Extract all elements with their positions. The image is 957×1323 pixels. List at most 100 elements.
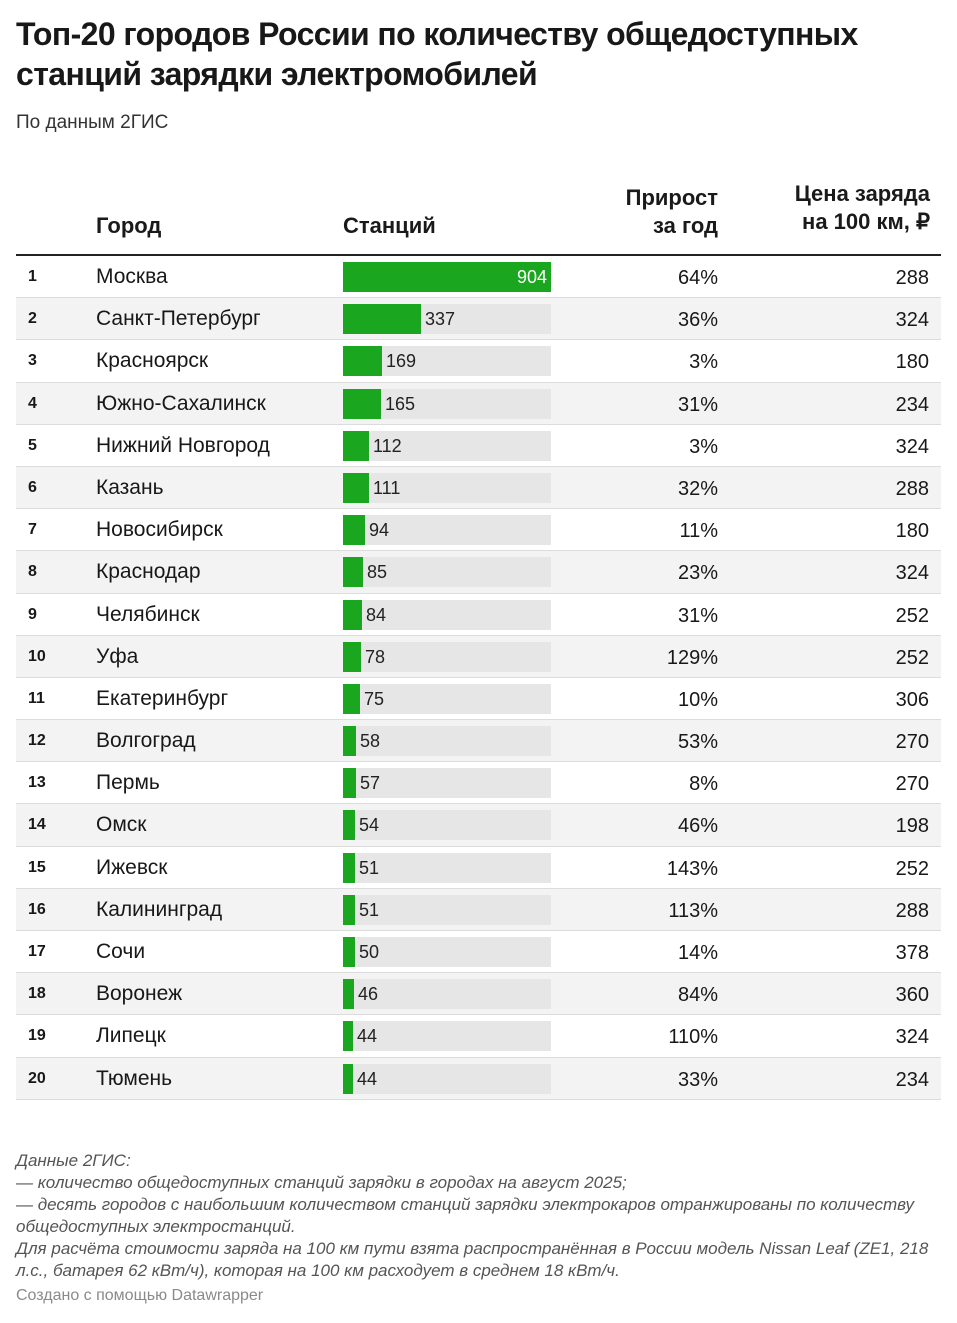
row-city: Екатеринбург xyxy=(96,686,229,710)
row-rank: 20 xyxy=(28,1069,46,1087)
bar-value-label: 58 xyxy=(360,731,381,752)
bar-track: 51 xyxy=(343,894,551,925)
table-row: 20 Тюмень 44 33% 234 xyxy=(16,1057,941,1100)
row-price: 270 xyxy=(895,773,929,796)
bar-track: 50 xyxy=(343,937,551,967)
row-price: 324 xyxy=(895,435,929,458)
row-price: 252 xyxy=(895,857,929,880)
bar-value-label: 904 xyxy=(516,267,547,287)
bar-track: 112 xyxy=(343,430,551,461)
bar-value-label: 165 xyxy=(385,393,416,414)
row-city: Тюмень xyxy=(96,1066,173,1090)
bar-track: 78 xyxy=(343,641,551,672)
footnote-line: — количество общедоступных станций заряд… xyxy=(16,1173,627,1192)
row-price: 252 xyxy=(895,604,929,627)
row-city: Санкт-Петербург xyxy=(96,307,261,331)
row-growth: 32% xyxy=(677,477,718,500)
row-city: Волгоград xyxy=(96,729,196,753)
row-price: 324 xyxy=(895,1026,929,1049)
row-city: Калининград xyxy=(96,897,223,921)
row-rank: 5 xyxy=(28,436,37,454)
row-growth: 14% xyxy=(677,942,718,964)
bar-track: 46 xyxy=(343,979,551,1010)
row-city: Липецк xyxy=(96,1024,166,1048)
bar-value-label: 51 xyxy=(359,857,380,878)
row-growth: 33% xyxy=(677,1068,718,1091)
bar xyxy=(343,262,551,292)
row-price: 180 xyxy=(895,520,929,543)
bar xyxy=(343,304,421,335)
row-rank: 16 xyxy=(28,900,46,918)
bar-track: 44 xyxy=(343,1063,551,1094)
bar xyxy=(343,515,365,546)
footnotes: Данные 2ГИС: — количество общедоступных … xyxy=(16,1150,946,1282)
row-growth: 143% xyxy=(666,857,718,880)
bar-value-label: 85 xyxy=(367,562,388,583)
bar xyxy=(343,1063,353,1094)
bar xyxy=(343,346,382,377)
bar-value-label: 337 xyxy=(425,309,456,330)
bar xyxy=(343,599,362,630)
table-row: 5 Нижний Новгород 112 3% 324 xyxy=(16,425,941,467)
column-header-price-line1: Цена заряда xyxy=(794,181,930,206)
table-row: 1 Москва 904 64% 288 xyxy=(16,256,941,299)
row-price: 234 xyxy=(895,393,929,416)
bar-value-label: 57 xyxy=(360,773,381,794)
bar xyxy=(343,810,355,841)
row-price: 270 xyxy=(895,731,929,754)
column-header-city: Город xyxy=(96,213,162,238)
table-row: 14 Омск 54 46% 198 xyxy=(16,804,941,847)
column-header-stations: Станций xyxy=(343,213,436,238)
bar-track: 165 xyxy=(343,388,551,419)
table-row: 10 Уфа 78 129% 252 xyxy=(16,635,941,678)
row-rank: 3 xyxy=(28,352,37,370)
column-header-price-line2: на 100 км, ₽ xyxy=(802,209,930,234)
bar-value-label: 75 xyxy=(364,688,385,709)
table-row: 8 Краснодар 85 23% 324 xyxy=(16,551,941,594)
bar xyxy=(343,894,355,925)
table-row: 6 Казань 111 32% 288 xyxy=(16,466,941,510)
bar-value-label: 111 xyxy=(373,477,401,498)
row-city: Новосибирск xyxy=(96,518,223,542)
row-rank: 18 xyxy=(28,985,46,1003)
row-price: 324 xyxy=(895,309,929,332)
row-price: 288 xyxy=(895,267,929,289)
bar-track: 85 xyxy=(343,557,551,588)
row-city: Омск xyxy=(96,813,147,837)
bar-value-label: 54 xyxy=(359,815,380,836)
row-price: 252 xyxy=(895,646,929,669)
row-city: Краснодар xyxy=(96,560,201,584)
bar-value-label: 44 xyxy=(357,1068,378,1089)
row-price: 180 xyxy=(895,351,929,374)
bar-track: 44 xyxy=(343,1021,551,1052)
row-price: 324 xyxy=(895,562,929,585)
table-row: 15 Ижевск 51 143% 252 xyxy=(16,847,941,889)
bar-track: 904 xyxy=(343,262,551,292)
table-row: 11 Екатеринбург 75 10% 306 xyxy=(16,678,941,721)
footnote-line: Данные 2ГИС: xyxy=(16,1151,131,1170)
row-rank: 1 xyxy=(28,268,37,285)
bar-track: 169 xyxy=(343,346,551,377)
bar-value-label: 44 xyxy=(357,1026,378,1047)
bar-track: 51 xyxy=(343,852,551,883)
bar xyxy=(343,937,355,967)
bar xyxy=(343,557,363,588)
row-city: Нижний Новгород xyxy=(96,433,270,457)
row-city: Красноярск xyxy=(96,349,209,373)
table-row: 2 Санкт-Петербург 337 36% 324 xyxy=(16,298,941,341)
bar xyxy=(343,388,381,419)
row-rank: 9 xyxy=(28,605,37,623)
table-row: 4 Южно-Сахалинск 165 31% 234 xyxy=(16,382,941,425)
table-body: 1 Москва 904 64% 288 2 Санкт-Петербург 337 36% 32… xyxy=(16,256,941,1100)
row-growth: 53% xyxy=(677,731,718,754)
bar-track: 75 xyxy=(343,683,551,714)
row-growth: 23% xyxy=(677,562,718,585)
row-growth: 36% xyxy=(677,309,718,332)
footnote-line: Для расчёта стоимости заряда на 100 км п… xyxy=(16,1239,929,1280)
bar-track: 337 xyxy=(343,304,551,335)
table-row: 12 Волгоград 58 53% 270 xyxy=(16,720,941,763)
row-growth: 3% xyxy=(689,351,718,374)
column-header-growth-line1: Прирост xyxy=(625,185,718,210)
row-rank: 13 xyxy=(28,774,46,792)
bar xyxy=(343,430,369,461)
